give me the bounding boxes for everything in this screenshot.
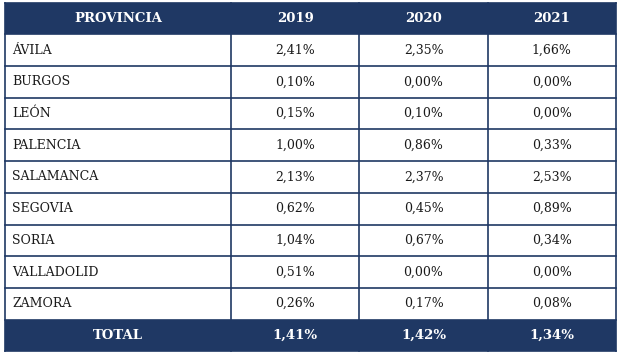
Bar (5, 256, 231, 288)
Bar (5, 130, 231, 161)
Text: 1,42%: 1,42% (401, 329, 446, 342)
Text: 2021: 2021 (533, 12, 570, 25)
Bar (231, 34, 360, 66)
Text: 0,10%: 0,10% (275, 75, 315, 88)
Bar (360, 224, 487, 256)
Bar (487, 130, 616, 161)
Text: 0,34%: 0,34% (532, 234, 572, 247)
Text: 0,33%: 0,33% (532, 139, 572, 152)
Bar (360, 161, 487, 193)
Bar (231, 66, 360, 98)
Bar (5, 193, 231, 224)
Bar (5, 98, 231, 130)
Text: 1,41%: 1,41% (273, 329, 318, 342)
Bar (360, 256, 487, 288)
Text: 1,66%: 1,66% (532, 44, 572, 57)
Bar (5, 66, 231, 98)
Text: 0,86%: 0,86% (404, 139, 443, 152)
Bar (231, 3, 360, 34)
Text: 0,00%: 0,00% (404, 75, 443, 88)
Bar (360, 34, 487, 66)
Bar (487, 320, 616, 351)
Text: 2020: 2020 (405, 12, 442, 25)
Text: SORIA: SORIA (12, 234, 55, 247)
Text: 0,89%: 0,89% (532, 202, 572, 215)
Bar (231, 193, 360, 224)
Text: LEÓN: LEÓN (12, 107, 51, 120)
Bar (5, 3, 231, 34)
Bar (487, 98, 616, 130)
Text: 2,53%: 2,53% (532, 171, 572, 183)
Bar (360, 193, 487, 224)
Bar (487, 224, 616, 256)
Text: 0,67%: 0,67% (404, 234, 443, 247)
Bar (360, 288, 487, 320)
Text: 0,51%: 0,51% (275, 266, 315, 279)
Text: BURGOS: BURGOS (12, 75, 71, 88)
Bar (231, 256, 360, 288)
Bar (360, 66, 487, 98)
Text: TOTAL: TOTAL (93, 329, 143, 342)
Text: PROVINCIA: PROVINCIA (74, 12, 162, 25)
Text: SALAMANCA: SALAMANCA (12, 171, 99, 183)
Text: 2,13%: 2,13% (275, 171, 315, 183)
Text: 0,10%: 0,10% (404, 107, 443, 120)
Text: 0,08%: 0,08% (532, 297, 572, 310)
Text: 0,15%: 0,15% (275, 107, 315, 120)
Bar (231, 130, 360, 161)
Bar (360, 98, 487, 130)
Bar (5, 34, 231, 66)
Bar (360, 130, 487, 161)
Bar (231, 161, 360, 193)
Text: 0,00%: 0,00% (532, 107, 572, 120)
Bar (487, 193, 616, 224)
Text: 2019: 2019 (277, 12, 314, 25)
Bar (487, 161, 616, 193)
Text: SEGOVIA: SEGOVIA (12, 202, 73, 215)
Text: PALENCIA: PALENCIA (12, 139, 81, 152)
Text: 0,00%: 0,00% (404, 266, 443, 279)
Text: ZAMORA: ZAMORA (12, 297, 72, 310)
Text: 2,41%: 2,41% (275, 44, 315, 57)
Bar (487, 66, 616, 98)
Bar (360, 320, 487, 351)
Bar (231, 320, 360, 351)
Text: VALLADOLID: VALLADOLID (12, 266, 99, 279)
Text: 2,35%: 2,35% (404, 44, 443, 57)
Text: 1,34%: 1,34% (529, 329, 574, 342)
Text: ÁVILA: ÁVILA (12, 44, 52, 57)
Text: 0,62%: 0,62% (275, 202, 315, 215)
Text: 2,37%: 2,37% (404, 171, 443, 183)
Bar (5, 224, 231, 256)
Bar (360, 3, 487, 34)
Bar (231, 224, 360, 256)
Bar (487, 34, 616, 66)
Text: 1,00%: 1,00% (275, 139, 315, 152)
Bar (231, 98, 360, 130)
Text: 0,45%: 0,45% (404, 202, 443, 215)
Bar (5, 161, 231, 193)
Bar (231, 288, 360, 320)
Bar (5, 320, 231, 351)
Bar (487, 3, 616, 34)
Text: 0,26%: 0,26% (275, 297, 315, 310)
Bar (487, 288, 616, 320)
Text: 0,00%: 0,00% (532, 75, 572, 88)
Text: 1,04%: 1,04% (275, 234, 315, 247)
Bar (487, 256, 616, 288)
Text: 0,17%: 0,17% (404, 297, 443, 310)
Text: 0,00%: 0,00% (532, 266, 572, 279)
Bar (5, 288, 231, 320)
